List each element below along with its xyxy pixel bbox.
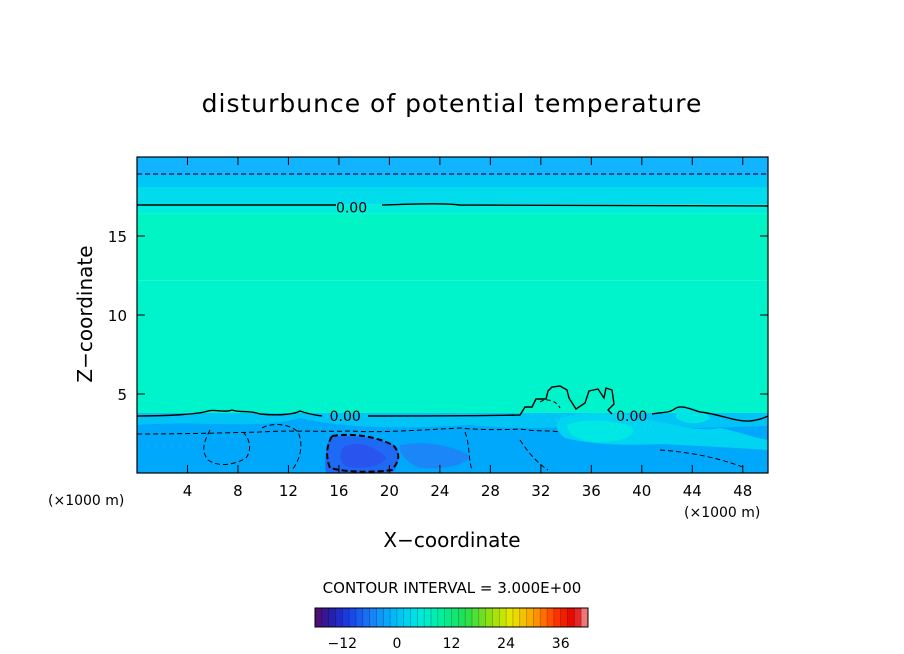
contour-label: 0.00 (336, 201, 367, 217)
x-tick-label: 16 (329, 482, 348, 500)
x-tick-label: 28 (481, 482, 500, 500)
x-tick-label: 20 (380, 482, 399, 500)
field-band (137, 157, 768, 176)
x-tick-label: 48 (733, 482, 752, 500)
y-tick-label: 15 (108, 228, 127, 246)
x-tick-label: 4 (183, 482, 193, 500)
colorbar-cell (553, 608, 562, 627)
colorbar-cell (465, 608, 473, 627)
y-axis-label: Z−coordinate (73, 245, 97, 382)
colorbar-cell (512, 608, 521, 627)
colorbar-cell (458, 608, 466, 627)
colorbar-cell (574, 608, 582, 627)
colorbar-tick-label: 12 (443, 636, 461, 652)
colorbar-cell (478, 608, 487, 627)
colorbar-cell (349, 608, 357, 627)
x-axis-label: X−coordinate (383, 528, 520, 552)
colorbar-cell (390, 608, 398, 627)
colorbar-cell (321, 608, 330, 627)
warm-spot (676, 406, 710, 424)
x-tick-label: 8 (233, 482, 243, 500)
x-unit-right: (×1000 m) (684, 505, 760, 521)
colorbar-cell (471, 608, 480, 627)
y-axis: 5 10 15 (108, 228, 768, 404)
colorbar-cell (485, 608, 493, 627)
contour-line-dashed-e (519, 439, 549, 471)
colorbar-cell (417, 608, 425, 627)
colorbar-cell (383, 608, 391, 627)
colorbar-cell (444, 608, 452, 627)
x-unit-left: (×1000 m) (48, 493, 124, 509)
colorbar-cell (335, 608, 343, 627)
x-tick-label: 36 (582, 482, 601, 500)
x-tick-label: 40 (632, 482, 651, 500)
colorbar-cell (492, 608, 500, 627)
field-band (137, 280, 768, 413)
y-tick-label: 5 (117, 386, 127, 404)
colorbar-cell (533, 608, 541, 627)
x-tick-label: 32 (531, 482, 550, 500)
contour-line-dashed-g (539, 399, 561, 409)
x-tick-label: 44 (683, 482, 702, 500)
colorbar-tick-label: 0 (392, 636, 401, 652)
colorbar-ticks: −12 0 12 24 36 (328, 636, 570, 652)
contour-line-dashed-c (261, 424, 302, 471)
colorbar-cell (451, 608, 459, 627)
chart-title: disturbunce of potential temperature (202, 89, 703, 118)
cold-core (340, 443, 386, 468)
colorbar-cell (581, 608, 589, 627)
colorbar-cell (328, 608, 336, 627)
field-band (137, 187, 768, 205)
y-tick-label: 10 (108, 307, 127, 325)
colorbar-tick-label: 36 (552, 636, 570, 652)
contour-line-dashed-f (659, 449, 746, 469)
field-band (137, 175, 768, 188)
contour-line-zero-top (137, 203, 768, 207)
colorbar-cell (369, 608, 377, 627)
colorbar-cell (540, 608, 548, 627)
colorbar-cell (567, 608, 575, 627)
contour-line-dashed-d (464, 431, 473, 471)
colorbar-cell (376, 608, 384, 627)
contour-line-zero-low (137, 385, 768, 422)
contour-line-dashed-a (137, 427, 561, 435)
colorbar-cell (547, 608, 555, 627)
colorbar-cell (355, 608, 364, 627)
x-axis: 4 8 12 16 20 24 28 32 36 40 44 48 (183, 157, 752, 500)
warm-core (567, 420, 634, 442)
colorbar-tick-label: −12 (328, 636, 358, 652)
colorbar-cell (560, 608, 569, 627)
contour-line-dashed-b (203, 429, 251, 465)
contour-label: 0.00 (330, 409, 361, 425)
contour-interval: CONTOUR INTERVAL = 3.000E+00 (323, 579, 582, 597)
colorbar-cell (342, 608, 350, 627)
colorbar-cell (437, 608, 446, 627)
colorbar-cell (519, 608, 528, 627)
colorbar-cell (396, 608, 405, 627)
colorbar-cell (362, 608, 371, 627)
colorbar-cell (499, 608, 507, 627)
x-tick-label: 24 (430, 482, 449, 500)
contour-line-cold-pool (326, 433, 400, 473)
contour-label: 0.00 (616, 409, 647, 425)
field-band (137, 204, 768, 214)
colorbar-cell (403, 608, 412, 627)
cold-patch (399, 443, 470, 469)
colorbar-cell (526, 608, 534, 627)
colorbar-tick-label: 24 (497, 636, 515, 652)
colorbar-cell (410, 608, 418, 627)
x-tick-label: 12 (279, 482, 298, 500)
colorbar-frame (314, 607, 589, 628)
colorbar-cell (431, 608, 439, 627)
colorbar (314, 607, 589, 628)
plot-area: 0.00 0.00 0.00 (137, 157, 768, 473)
colorbar-cell (315, 608, 323, 627)
colorbar-cell (506, 608, 514, 627)
colorbar-cell (424, 608, 432, 627)
field-band (137, 213, 768, 281)
